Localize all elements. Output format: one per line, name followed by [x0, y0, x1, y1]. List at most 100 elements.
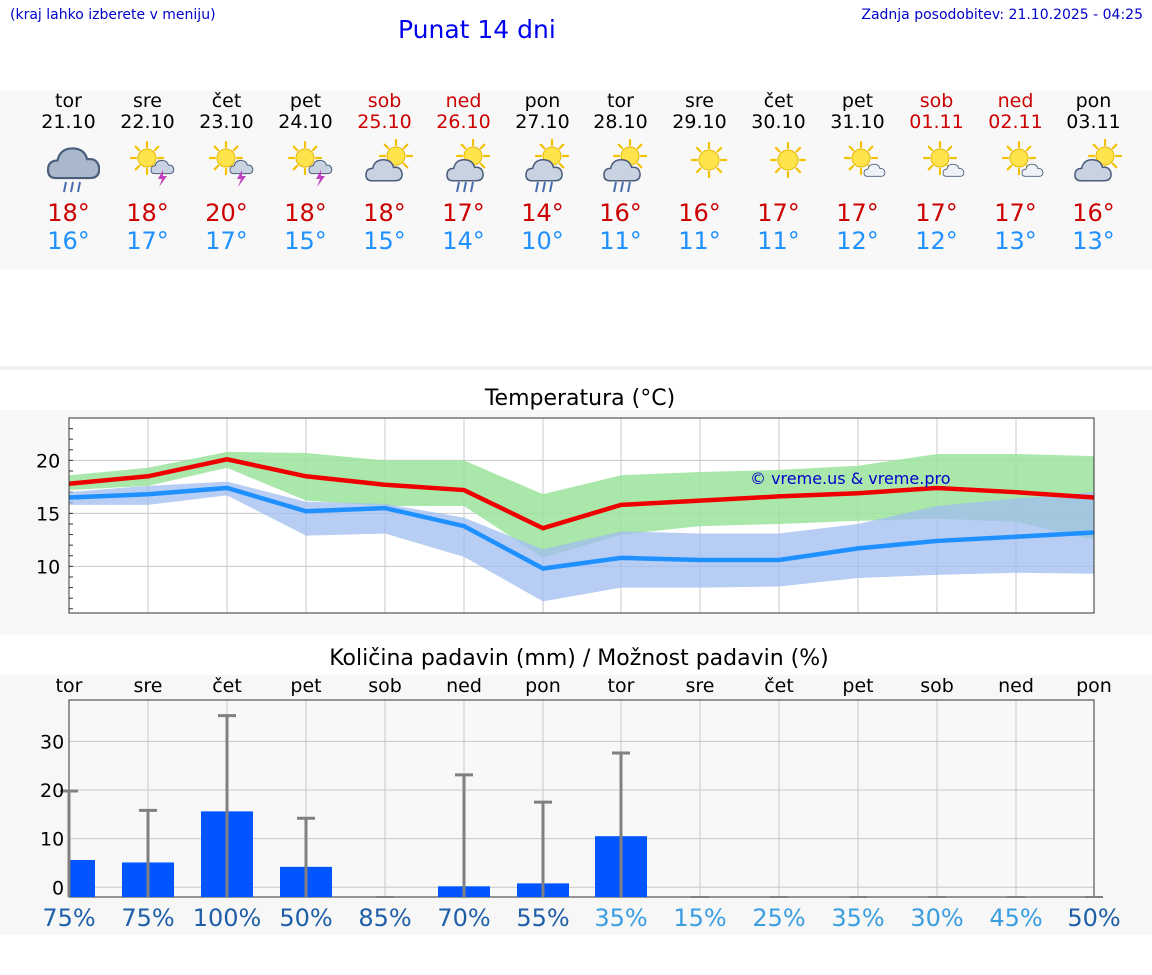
day-name: sob — [367, 90, 402, 112]
day-name: pon — [1075, 90, 1112, 112]
header-note: (kraj lahko izberete v meniju) — [10, 7, 216, 23]
forecast-day: čet 30.10 17° 11° — [739, 90, 818, 255]
day-name: sre — [133, 90, 162, 112]
day-name: ned — [997, 90, 1034, 112]
temp-max: 17° — [442, 199, 485, 227]
temp-min: 16° — [47, 227, 90, 255]
y-tick-label: 15 — [36, 503, 60, 525]
precip-day-label: sob — [368, 675, 402, 697]
forecast-day: tor 28.10 16° 11° — [581, 90, 660, 255]
precip-day-label: ned — [998, 675, 1034, 697]
temp-min: 10° — [521, 227, 564, 255]
precip-day-label: čet — [212, 675, 242, 697]
temp-min: 14° — [442, 227, 485, 255]
temp-min: 11° — [757, 227, 800, 255]
cloud-rain-icon — [46, 147, 100, 193]
forecast-day: sre 22.10 18° 17° — [108, 90, 187, 255]
y-tick-label: 0 — [52, 877, 64, 899]
precip-chance-label: 75% — [42, 904, 95, 932]
temp-min: 15° — [284, 227, 327, 255]
precip-day-label: pet — [842, 675, 873, 697]
forecast-day: pet 24.10 18° 15° — [266, 90, 345, 255]
sun-icon — [769, 141, 806, 179]
y-tick-label: 10 — [40, 829, 64, 851]
precip-day-label: pon — [525, 675, 561, 697]
day-name: čet — [763, 90, 794, 112]
forecast-day: pon 27.10 14° 10° — [503, 90, 582, 255]
temp-min: 17° — [205, 227, 248, 255]
sun-thunder-icon — [129, 140, 174, 187]
temp-min: 12° — [915, 227, 958, 255]
day-date: 29.10 — [672, 111, 727, 133]
temp-min: 13° — [1072, 227, 1115, 255]
sun-cloud-rain-icon — [524, 138, 569, 193]
max-temp-line — [68, 457, 1095, 531]
precip-bar — [69, 860, 95, 897]
sun-thunder-icon — [287, 140, 332, 187]
sun-thunder-icon — [208, 140, 253, 187]
day-name: tor — [607, 90, 634, 112]
y-tick-label: 10 — [36, 556, 60, 578]
temp-max: 18° — [284, 199, 327, 227]
sun-small-cloud-icon — [922, 140, 964, 177]
precip-chance-label: 50% — [279, 904, 332, 932]
temperature-plot-frame — [68, 417, 1095, 614]
temp-max: 17° — [994, 199, 1037, 227]
temp-max: 18° — [363, 199, 406, 227]
precip-chance-label: 75% — [121, 904, 174, 932]
temp-min: 17° — [126, 227, 169, 255]
day-name: pet — [289, 90, 322, 112]
forecast-day: ned 02.11 17° 13° — [976, 90, 1055, 255]
min-temp-line — [68, 485, 1095, 571]
precip-chance-label: 50% — [1067, 904, 1120, 932]
day-date: 28.10 — [593, 111, 648, 133]
forecast-day: sre 29.10 16° 11° — [660, 90, 739, 255]
temp-max: 16° — [599, 199, 642, 227]
precip-day-label: pon — [1076, 675, 1112, 697]
day-date: 24.10 — [278, 111, 333, 133]
precip-chance-label: 15% — [673, 904, 726, 932]
precip-chance-label: 45% — [989, 904, 1042, 932]
sun-cloud-icon — [364, 138, 413, 182]
precip-day-label: sre — [134, 675, 163, 697]
day-name: pet — [841, 90, 874, 112]
day-name: ned — [445, 90, 482, 112]
page-title: Punat 14 dni — [398, 15, 556, 44]
precip-chance-label: 35% — [831, 904, 884, 932]
temp-min: 12° — [836, 227, 879, 255]
forecast-day: sob 25.10 18° 15° — [345, 90, 424, 255]
day-name: sre — [685, 90, 714, 112]
day-date: 30.10 — [751, 111, 806, 133]
forecast-day: sob 01.11 17° 12° — [897, 90, 976, 255]
temp-max: 17° — [836, 199, 879, 227]
temp-max: 16° — [678, 199, 721, 227]
temp-min: 15° — [363, 227, 406, 255]
day-date: 03.11 — [1066, 111, 1121, 133]
forecast-strip: tor 21.10 18° 16° sre 22.10 18° 17° čet 23.10 20° 1… — [0, 90, 1152, 270]
precip-chance-label: 70% — [437, 904, 490, 932]
precip-day-label: sob — [920, 675, 954, 697]
day-date: 23.10 — [199, 111, 254, 133]
precip-day-label: tor — [608, 675, 635, 697]
precip-chance-label: 55% — [516, 904, 569, 932]
temp-min: 11° — [678, 227, 721, 255]
sun-cloud-icon — [1073, 138, 1122, 182]
sun-icon — [690, 141, 727, 179]
temp-min: 11° — [599, 227, 642, 255]
precip-day-label: pet — [290, 675, 321, 697]
last-update: Zadnja posodobitev: 21.10.2025 - 04:25 — [861, 7, 1143, 23]
forecast-day: pon 03.11 16° 13° — [1054, 90, 1133, 255]
y-tick-label: 30 — [40, 731, 64, 753]
temp-max: 18° — [126, 199, 169, 227]
day-name: pon — [524, 90, 561, 112]
precip-day-label: čet — [764, 675, 794, 697]
y-tick-label: 20 — [40, 780, 64, 802]
divider — [0, 366, 1152, 370]
day-name: tor — [55, 90, 82, 112]
forecast-day: pet 31.10 17° 12° — [818, 90, 897, 255]
forecast-day: tor 21.10 18° 16° — [29, 90, 108, 255]
precip-day-label: sre — [686, 675, 715, 697]
sun-small-cloud-icon — [1001, 140, 1043, 177]
day-date: 22.10 — [120, 111, 175, 133]
temp-min: 13° — [994, 227, 1037, 255]
